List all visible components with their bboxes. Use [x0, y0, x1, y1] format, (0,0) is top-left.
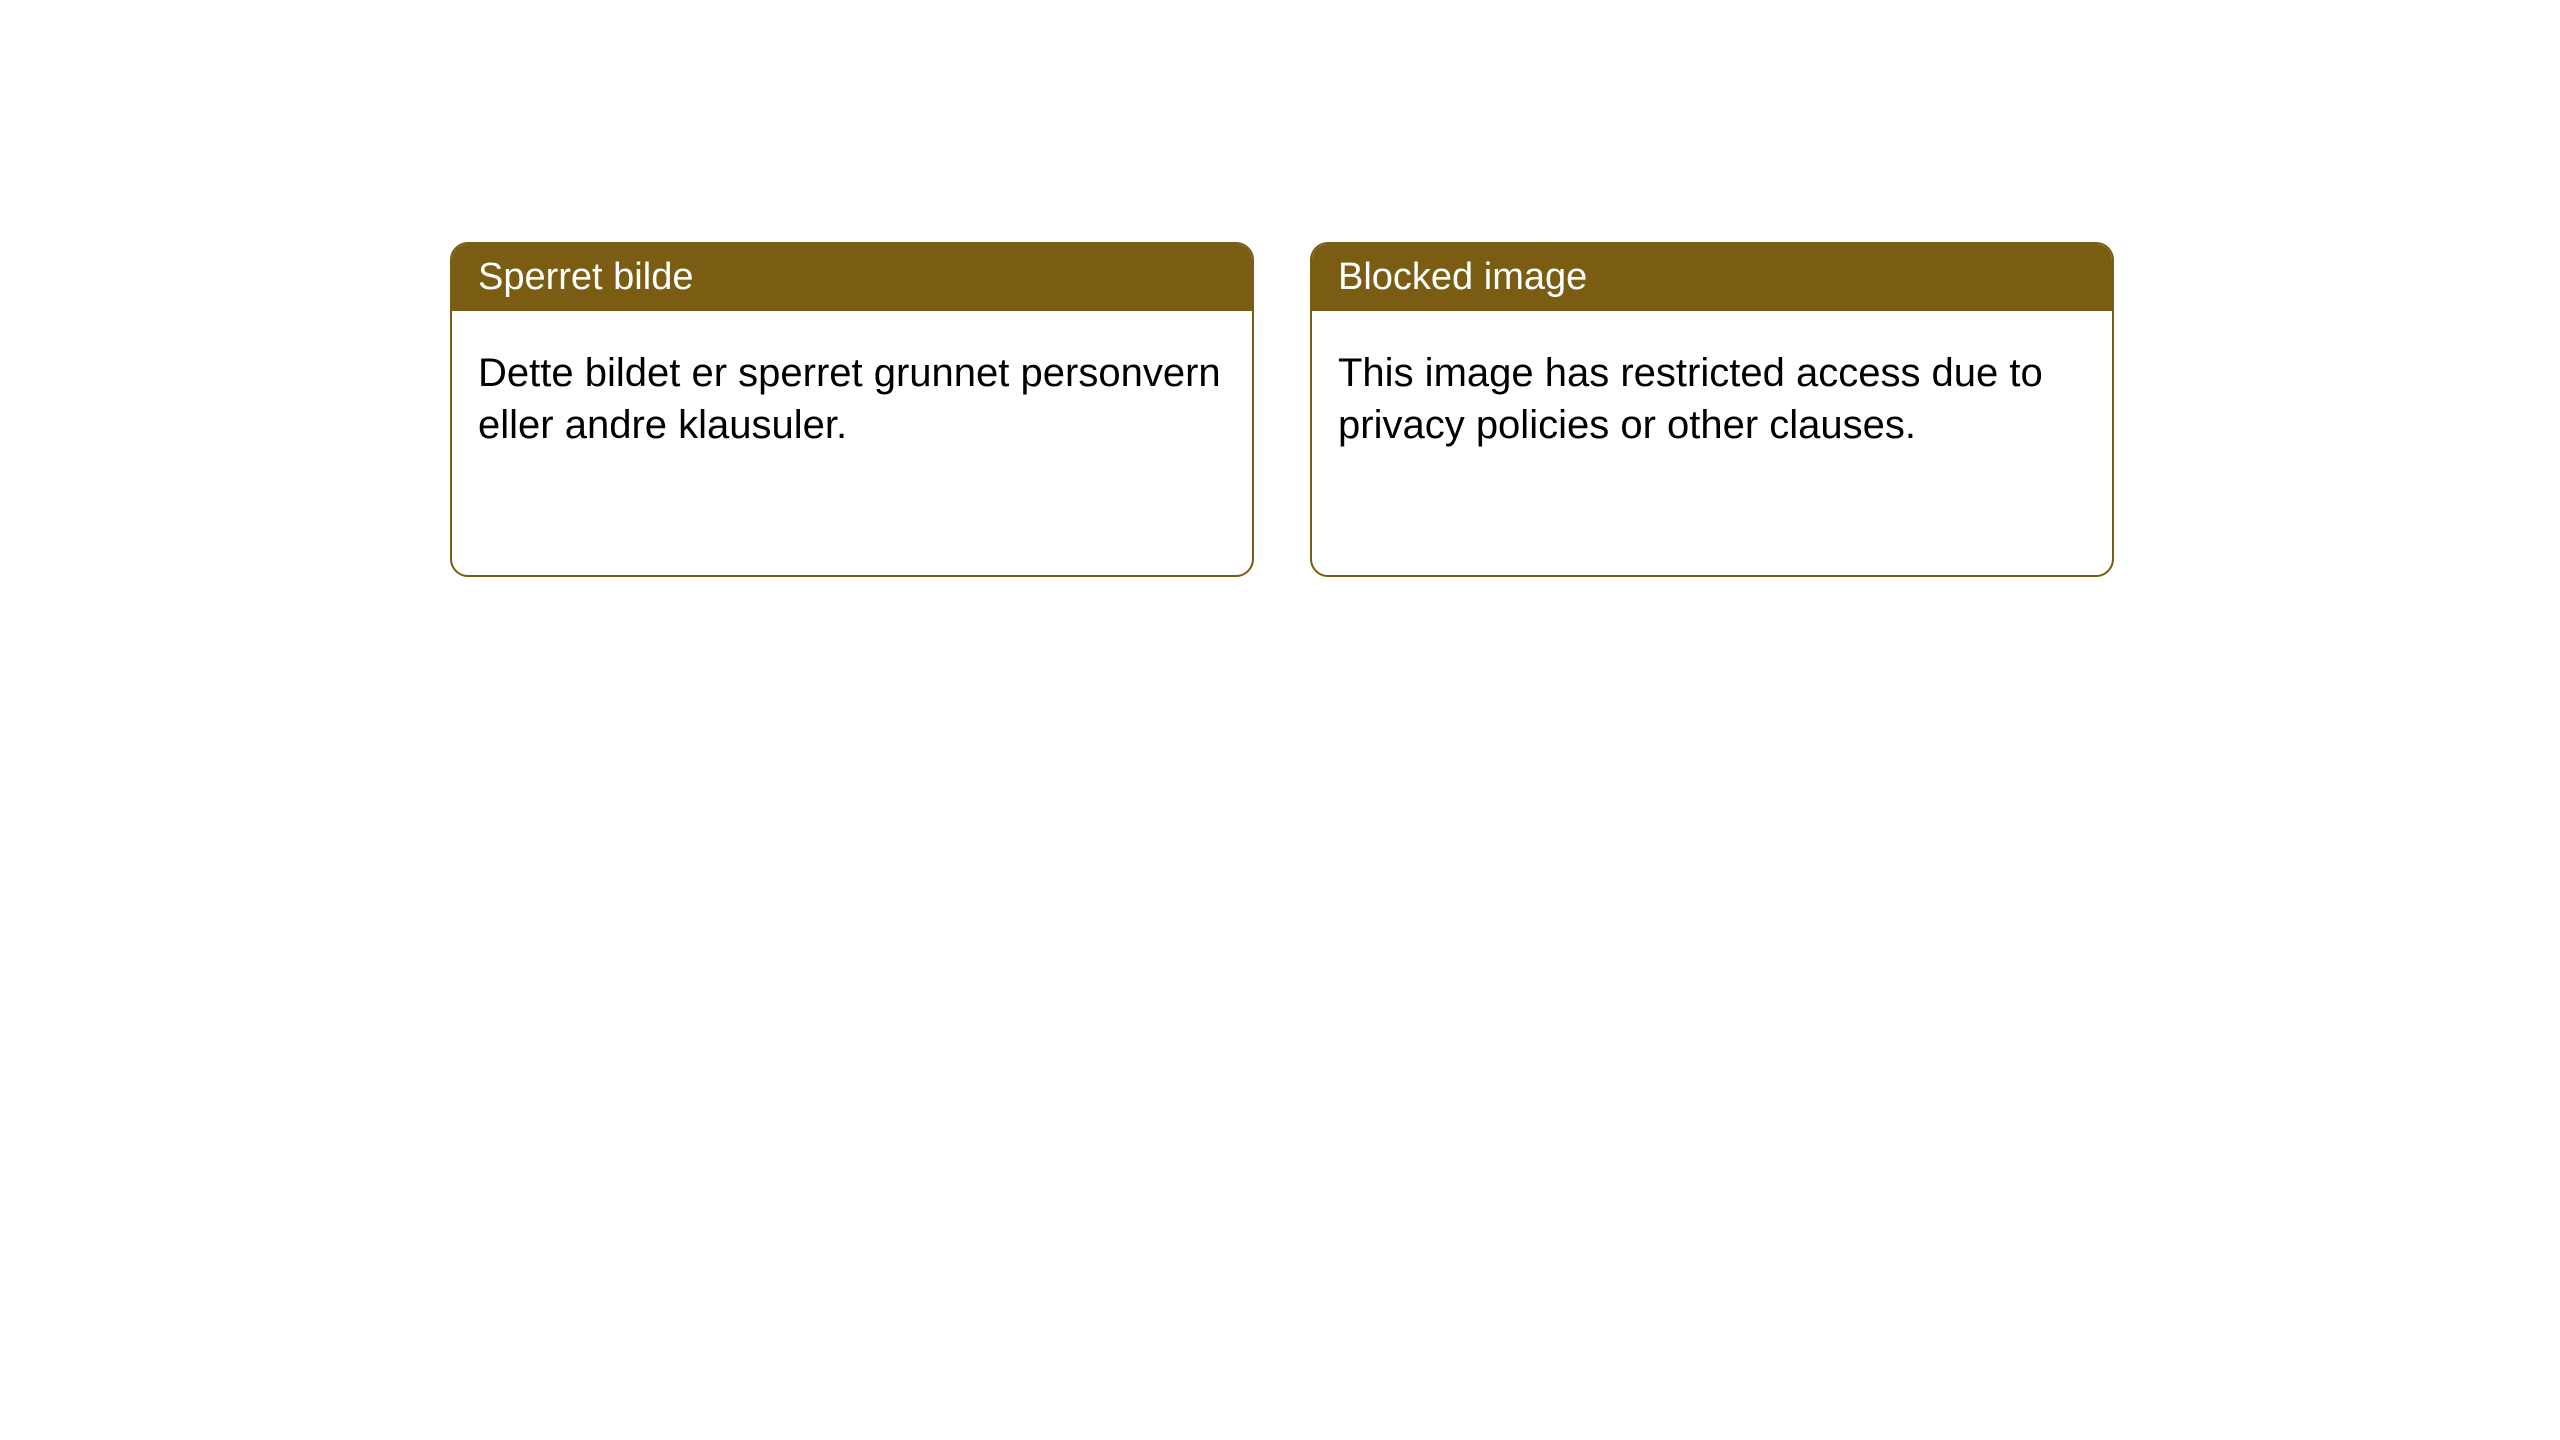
cards-container: Sperret bilde Dette bildet er sperret gr…	[450, 242, 2114, 577]
blocked-image-card-en: Blocked image This image has restricted …	[1310, 242, 2114, 577]
card-message-no: Dette bildet er sperret grunnet personve…	[478, 351, 1221, 447]
card-body-en: This image has restricted access due to …	[1312, 311, 2112, 487]
card-title-en: Blocked image	[1338, 256, 1587, 298]
card-body-no: Dette bildet er sperret grunnet personve…	[452, 311, 1252, 487]
card-header-en: Blocked image	[1312, 244, 2112, 311]
card-header-no: Sperret bilde	[452, 244, 1252, 311]
card-message-en: This image has restricted access due to …	[1338, 351, 2043, 447]
card-title-no: Sperret bilde	[478, 256, 693, 298]
blocked-image-card-no: Sperret bilde Dette bildet er sperret gr…	[450, 242, 1254, 577]
